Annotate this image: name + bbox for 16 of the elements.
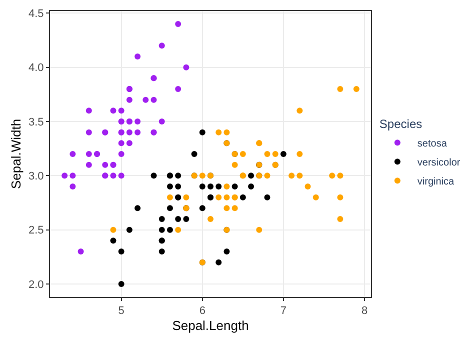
legend-label: setosa: [417, 138, 448, 150]
x-tick-label: 6: [199, 305, 206, 318]
y-tick-label: 4.5: [28, 8, 44, 20]
x-axis-title: Sepal.Length: [172, 318, 249, 333]
y-tick-label: 2.0: [28, 278, 44, 291]
legend-label: virginica: [417, 176, 455, 188]
x-tick-label: 5: [118, 305, 124, 318]
legend-label: versicolor: [417, 158, 461, 168]
legend-title: Species: [379, 117, 422, 132]
x-tick-label: 7: [280, 305, 287, 318]
y-tick-label: 2.5: [28, 224, 44, 237]
y-tick-label: 3.5: [28, 116, 44, 128]
y-tick-label: 3.0: [28, 170, 44, 183]
y-tick-label: 4.0: [28, 62, 44, 74]
x-tick-label: 8: [361, 305, 368, 318]
y-axis-title: Sepal.Width: [8, 118, 24, 190]
